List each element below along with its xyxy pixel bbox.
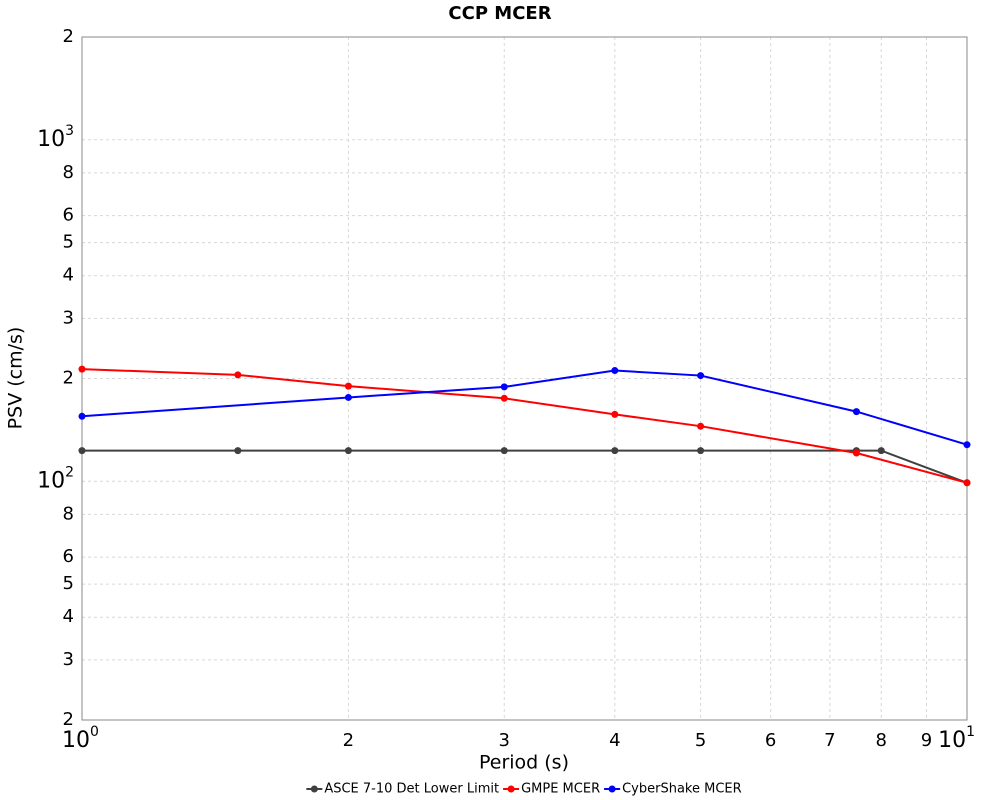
y-tick-label: 4 xyxy=(63,606,74,627)
y-tick-label: 5 xyxy=(63,232,74,253)
x-tick-label-sup: 0 xyxy=(90,724,99,740)
data-point xyxy=(78,365,86,373)
y-tick-label-base: 2 xyxy=(63,26,74,47)
data-point xyxy=(78,447,86,455)
y-tick-label-base: 8 xyxy=(63,162,74,183)
x-tick-label: 3 xyxy=(499,730,510,751)
legend-marker xyxy=(608,785,616,793)
y-tick-label: 3 xyxy=(63,649,74,670)
series-line xyxy=(82,449,968,484)
data-point xyxy=(697,447,705,455)
y-tick-label-sup: 3 xyxy=(65,123,74,139)
x-tick-label-sup: 1 xyxy=(966,724,975,740)
y-tick-label-base: 5 xyxy=(63,232,74,253)
y-tick-label-base: 2 xyxy=(63,709,74,730)
data-point xyxy=(500,383,508,391)
x-tick-label-base: 10 xyxy=(62,728,90,753)
y-tick-label: 3 xyxy=(63,307,74,328)
plot-frame xyxy=(81,36,968,721)
x-axis-label: Period (s) xyxy=(479,752,569,774)
x-tick-label: 100 xyxy=(62,724,99,753)
y-tick-label: 6 xyxy=(63,546,74,567)
legend-marker xyxy=(507,785,515,793)
y-tick-label: 8 xyxy=(63,503,74,524)
legend-marker xyxy=(310,785,318,793)
y-tick-label-sup: 2 xyxy=(65,464,74,480)
x-tick-label: 7 xyxy=(824,730,835,751)
data-point xyxy=(344,382,352,390)
legend-label: GMPE MCER xyxy=(521,782,600,797)
y-tick-label-base: 6 xyxy=(63,205,74,226)
y-tick-label-base: 3 xyxy=(63,307,74,328)
data-point xyxy=(500,394,508,402)
data-point xyxy=(234,447,242,455)
legend-label: ASCE 7-10 Det Lower Limit xyxy=(324,782,499,797)
y-tick-label: 4 xyxy=(63,265,74,286)
chart-title: CCP MCER xyxy=(448,3,551,24)
legend-item: ASCE 7-10 Det Lower Limit xyxy=(306,782,499,797)
data-point xyxy=(852,449,860,457)
y-tick-label: 6 xyxy=(63,205,74,226)
series-line xyxy=(81,369,968,446)
y-tick-label-base: 2 xyxy=(63,368,74,389)
y-tick-label-base: 6 xyxy=(63,546,74,567)
x-tick-label: 2 xyxy=(343,730,354,751)
x-tick-label: 101 xyxy=(938,724,975,753)
legend-item: GMPE MCER xyxy=(503,782,600,797)
y-tick-label: 2 xyxy=(63,368,74,389)
y-tick-label-base: 4 xyxy=(63,606,74,627)
y-tick-label: 5 xyxy=(63,573,74,594)
x-tick-label: 4 xyxy=(609,730,620,751)
y-tick-label-base: 5 xyxy=(63,573,74,594)
data-point xyxy=(344,447,352,455)
y-tick-label-base: 4 xyxy=(63,265,74,286)
y-tick-label: 103 xyxy=(37,123,74,152)
x-tick-label: 5 xyxy=(695,730,706,751)
data-point xyxy=(611,367,619,375)
data-point xyxy=(344,393,352,401)
data-point xyxy=(78,412,86,420)
x-tick-label-base: 10 xyxy=(938,728,966,753)
x-tick-label: 6 xyxy=(765,730,776,751)
x-tick-label: 8 xyxy=(876,730,887,751)
data-point xyxy=(963,479,971,487)
y-tick-label-base: 8 xyxy=(63,503,74,524)
y-tick-label-base: 10 xyxy=(37,127,65,152)
data-point xyxy=(611,410,619,418)
data-point xyxy=(963,441,971,449)
data-point xyxy=(852,408,860,416)
data-point xyxy=(611,447,619,455)
data-point xyxy=(697,422,705,430)
data-point xyxy=(697,372,705,380)
y-tick-label: 102 xyxy=(37,464,74,493)
legend-item: CyberShake MCER xyxy=(604,782,742,797)
y-tick-label-base: 10 xyxy=(37,468,65,493)
x-tick-label: 9 xyxy=(921,730,932,751)
y-tick-label: 2 xyxy=(63,26,74,47)
y-tick-label-base: 3 xyxy=(63,649,74,670)
data-point xyxy=(234,371,242,379)
y-tick-label: 8 xyxy=(63,162,74,183)
y-tick-label: 2 xyxy=(63,709,74,730)
y-axis-label: PSV (cm/s) xyxy=(5,327,27,430)
data-point xyxy=(877,447,885,455)
legend-label: CyberShake MCER xyxy=(622,782,742,797)
data-point xyxy=(500,447,508,455)
series-line xyxy=(81,368,968,484)
